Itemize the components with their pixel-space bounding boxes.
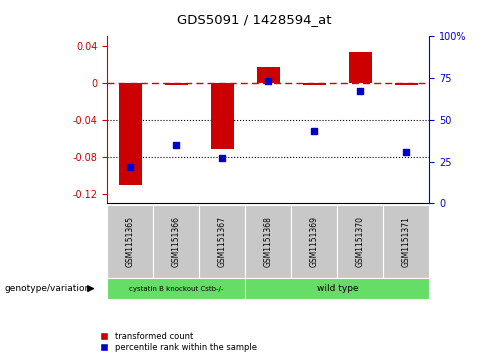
Text: wild type: wild type: [317, 284, 358, 293]
Text: GSM1151365: GSM1151365: [126, 216, 135, 267]
Point: [264, 78, 272, 84]
Legend: transformed count, percentile rank within the sample: transformed count, percentile rank withi…: [92, 329, 260, 355]
Point: [310, 129, 318, 134]
Text: GSM1151369: GSM1151369: [310, 216, 319, 267]
Point: [403, 148, 410, 154]
Point: [357, 89, 365, 94]
Bar: [395, 83, 418, 85]
Bar: [211, 83, 234, 150]
Text: cystatin B knockout Cstb-/-: cystatin B knockout Cstb-/-: [129, 286, 224, 291]
Bar: [303, 83, 326, 85]
Text: GSM1151371: GSM1151371: [402, 216, 411, 267]
Bar: [349, 52, 372, 83]
Text: GSM1151370: GSM1151370: [356, 216, 365, 267]
Point: [126, 164, 134, 170]
Text: GSM1151367: GSM1151367: [218, 216, 227, 267]
Text: GDS5091 / 1428594_at: GDS5091 / 1428594_at: [177, 13, 331, 26]
Bar: [119, 83, 142, 185]
Point: [172, 142, 180, 148]
Text: GSM1151366: GSM1151366: [172, 216, 181, 267]
Text: GSM1151368: GSM1151368: [264, 216, 273, 267]
Bar: [257, 67, 280, 83]
Bar: [165, 83, 188, 85]
Text: genotype/variation: genotype/variation: [5, 284, 91, 293]
Point: [219, 155, 226, 161]
